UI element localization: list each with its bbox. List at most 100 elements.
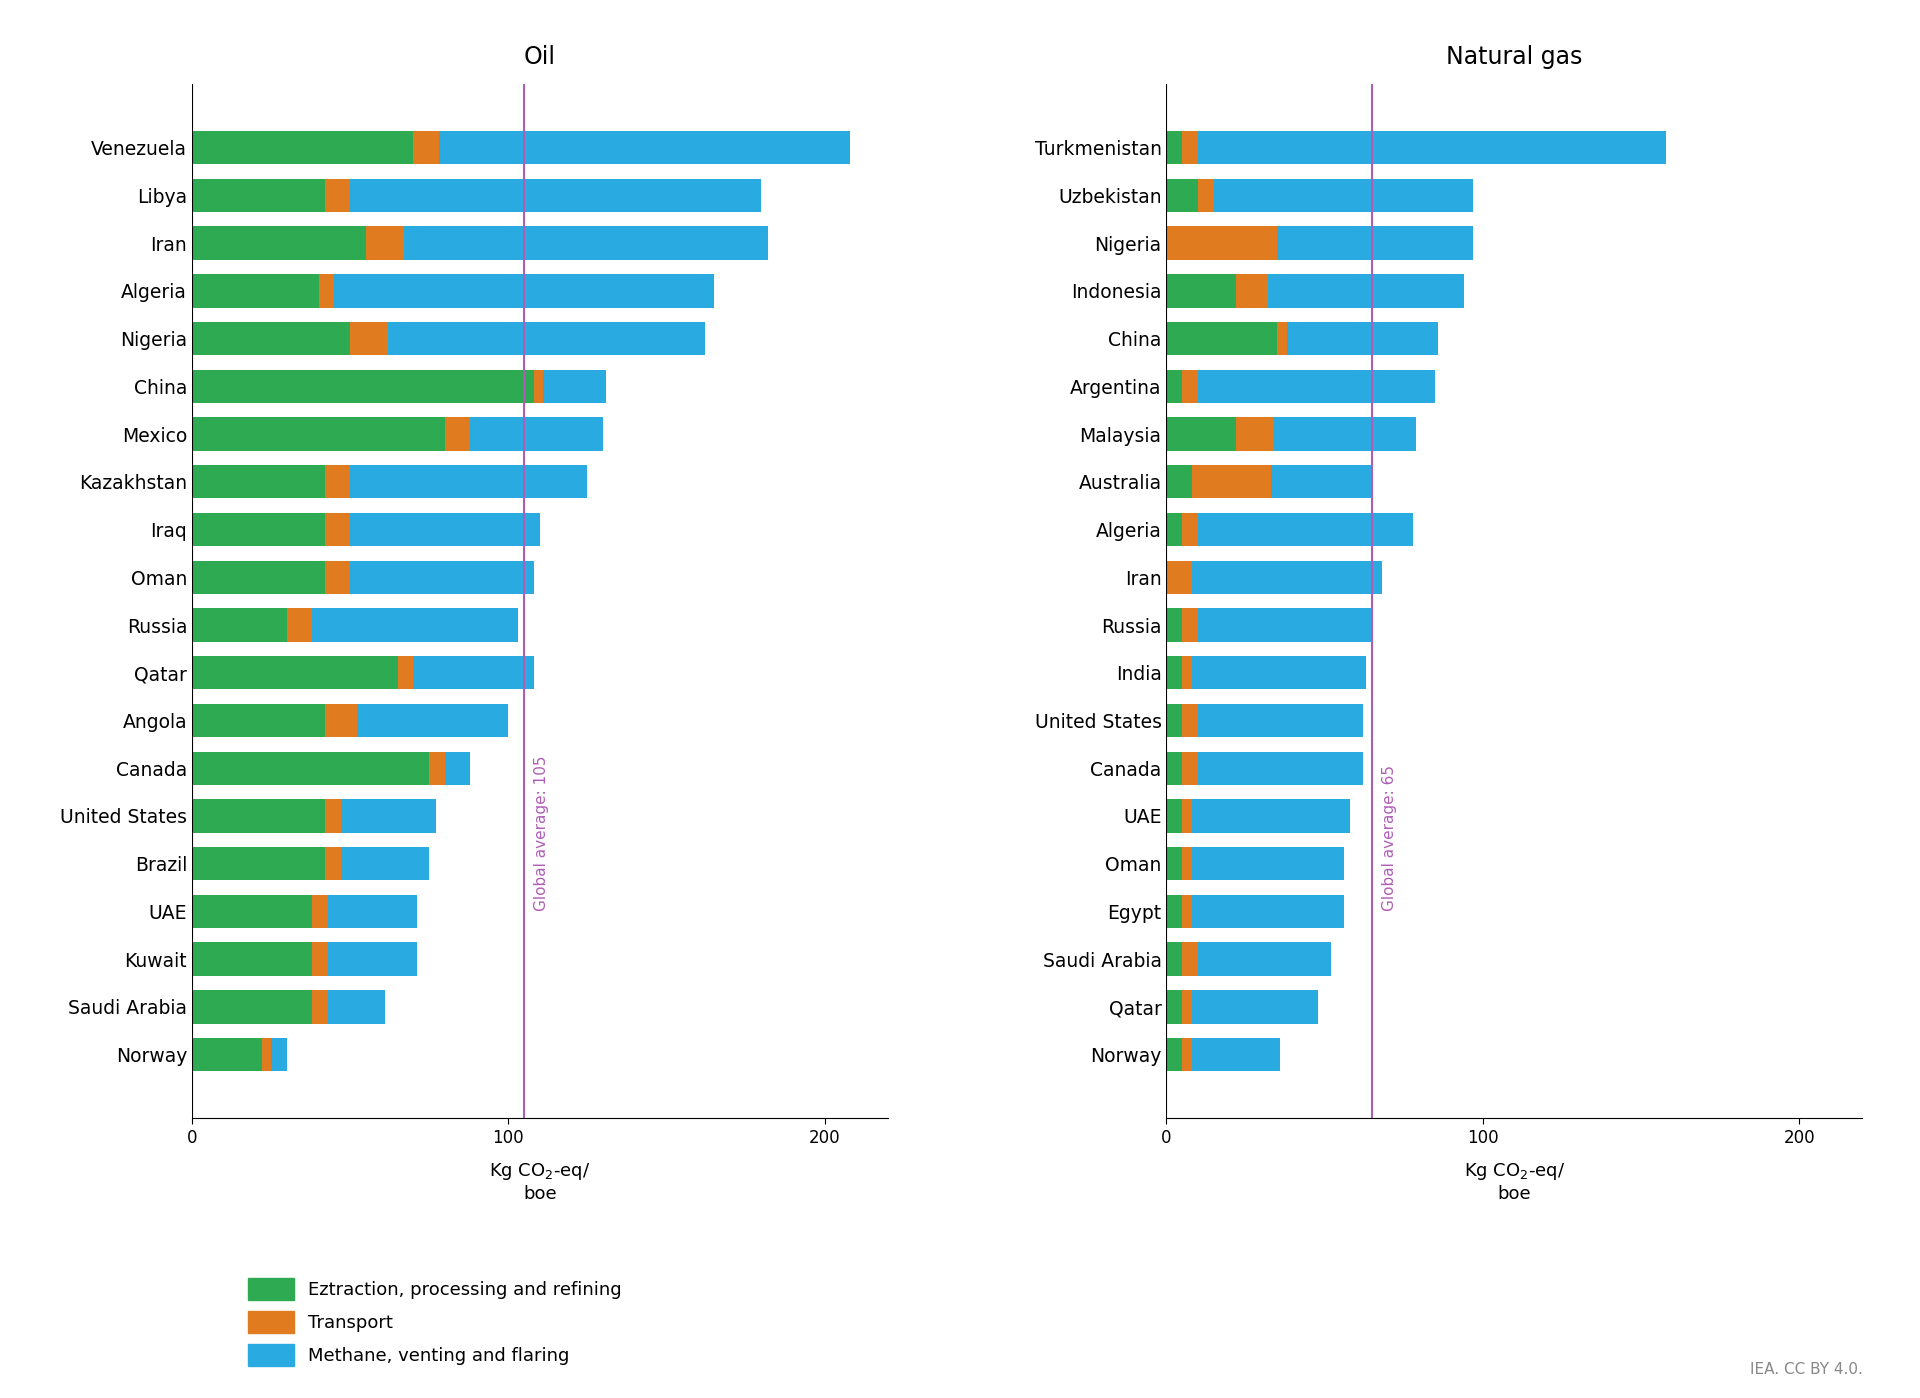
Bar	[1275, 418, 1417, 450]
Bar	[1165, 847, 1183, 881]
Bar	[1192, 990, 1319, 1023]
Bar	[313, 608, 518, 642]
Bar	[334, 274, 714, 308]
Bar	[1236, 418, 1275, 450]
X-axis label: Kg CO$_2$-eq/
boe: Kg CO$_2$-eq/ boe	[1463, 1160, 1565, 1202]
Bar	[1165, 942, 1183, 976]
Bar	[324, 513, 349, 547]
Bar	[1198, 608, 1373, 642]
Bar	[1198, 179, 1213, 212]
Bar	[1165, 369, 1183, 403]
Bar	[1192, 466, 1271, 499]
Bar	[349, 466, 588, 499]
Bar	[324, 703, 357, 737]
Text: Global average: 65: Global average: 65	[1382, 766, 1396, 911]
Bar	[357, 703, 509, 737]
Bar	[313, 942, 328, 976]
Text: IEA. CC BY 4.0.: IEA. CC BY 4.0.	[1749, 1362, 1862, 1377]
Bar	[1165, 561, 1192, 594]
Bar	[1183, 800, 1192, 833]
Bar	[543, 369, 607, 403]
Bar	[1277, 322, 1286, 355]
Bar	[1286, 322, 1438, 355]
Bar	[192, 703, 324, 737]
Bar	[1165, 513, 1183, 547]
Bar	[1192, 847, 1344, 881]
Bar	[319, 274, 334, 308]
Bar	[192, 418, 445, 450]
Bar	[1165, 608, 1183, 642]
Bar	[1192, 656, 1365, 689]
Bar	[328, 895, 417, 928]
Bar	[1183, 942, 1198, 976]
Bar	[1165, 226, 1277, 260]
Bar	[192, 131, 413, 165]
Bar	[192, 752, 430, 784]
Bar	[324, 179, 349, 212]
Bar	[534, 369, 543, 403]
Bar	[349, 561, 534, 594]
Bar	[192, 895, 313, 928]
Bar	[1165, 656, 1183, 689]
Bar	[470, 418, 603, 450]
Bar	[271, 1037, 286, 1071]
Bar	[340, 800, 436, 833]
Bar	[1198, 752, 1363, 784]
Bar	[1165, 322, 1277, 355]
Bar	[286, 608, 313, 642]
Bar	[1165, 895, 1183, 928]
Bar	[192, 990, 313, 1023]
Bar	[1183, 990, 1192, 1023]
Title: Natural gas: Natural gas	[1446, 46, 1582, 70]
Bar	[413, 656, 534, 689]
Bar	[1183, 1037, 1192, 1071]
Bar	[1183, 656, 1192, 689]
Legend: Eztraction, processing and refining, Transport, Methane, venting and flaring: Eztraction, processing and refining, Tra…	[240, 1269, 630, 1376]
Bar	[397, 656, 413, 689]
Bar	[1183, 513, 1198, 547]
Bar	[192, 847, 324, 881]
Bar	[192, 608, 286, 642]
Bar	[340, 847, 430, 881]
Bar	[1183, 895, 1192, 928]
Bar	[1165, 703, 1183, 737]
Bar	[328, 942, 417, 976]
Bar	[1192, 800, 1350, 833]
Bar	[1183, 131, 1198, 165]
Bar	[192, 466, 324, 499]
Bar	[349, 322, 388, 355]
Bar	[1165, 274, 1236, 308]
Bar	[192, 513, 324, 547]
Bar	[192, 1037, 261, 1071]
Bar	[445, 418, 470, 450]
Bar	[1165, 131, 1183, 165]
Bar	[1198, 369, 1436, 403]
Text: Global average: 105: Global average: 105	[534, 756, 549, 911]
Bar	[192, 561, 324, 594]
Bar	[1183, 608, 1198, 642]
Bar	[388, 322, 705, 355]
Bar	[328, 990, 386, 1023]
Bar	[1183, 369, 1198, 403]
Bar	[1165, 752, 1183, 784]
Bar	[1267, 274, 1463, 308]
Title: Oil: Oil	[524, 46, 557, 70]
Bar	[1183, 847, 1192, 881]
Bar	[1198, 703, 1363, 737]
Bar	[1165, 990, 1183, 1023]
Bar	[313, 895, 328, 928]
Bar	[1198, 513, 1413, 547]
Bar	[1277, 226, 1473, 260]
Bar	[324, 847, 340, 881]
Bar	[1192, 1037, 1281, 1071]
Bar	[192, 942, 313, 976]
Bar	[367, 226, 403, 260]
Bar	[1198, 131, 1667, 165]
Bar	[1165, 418, 1236, 450]
Bar	[1183, 752, 1198, 784]
Bar	[261, 1037, 271, 1071]
Bar	[324, 561, 349, 594]
Bar	[1213, 179, 1473, 212]
Bar	[1165, 179, 1198, 212]
Bar	[313, 990, 328, 1023]
